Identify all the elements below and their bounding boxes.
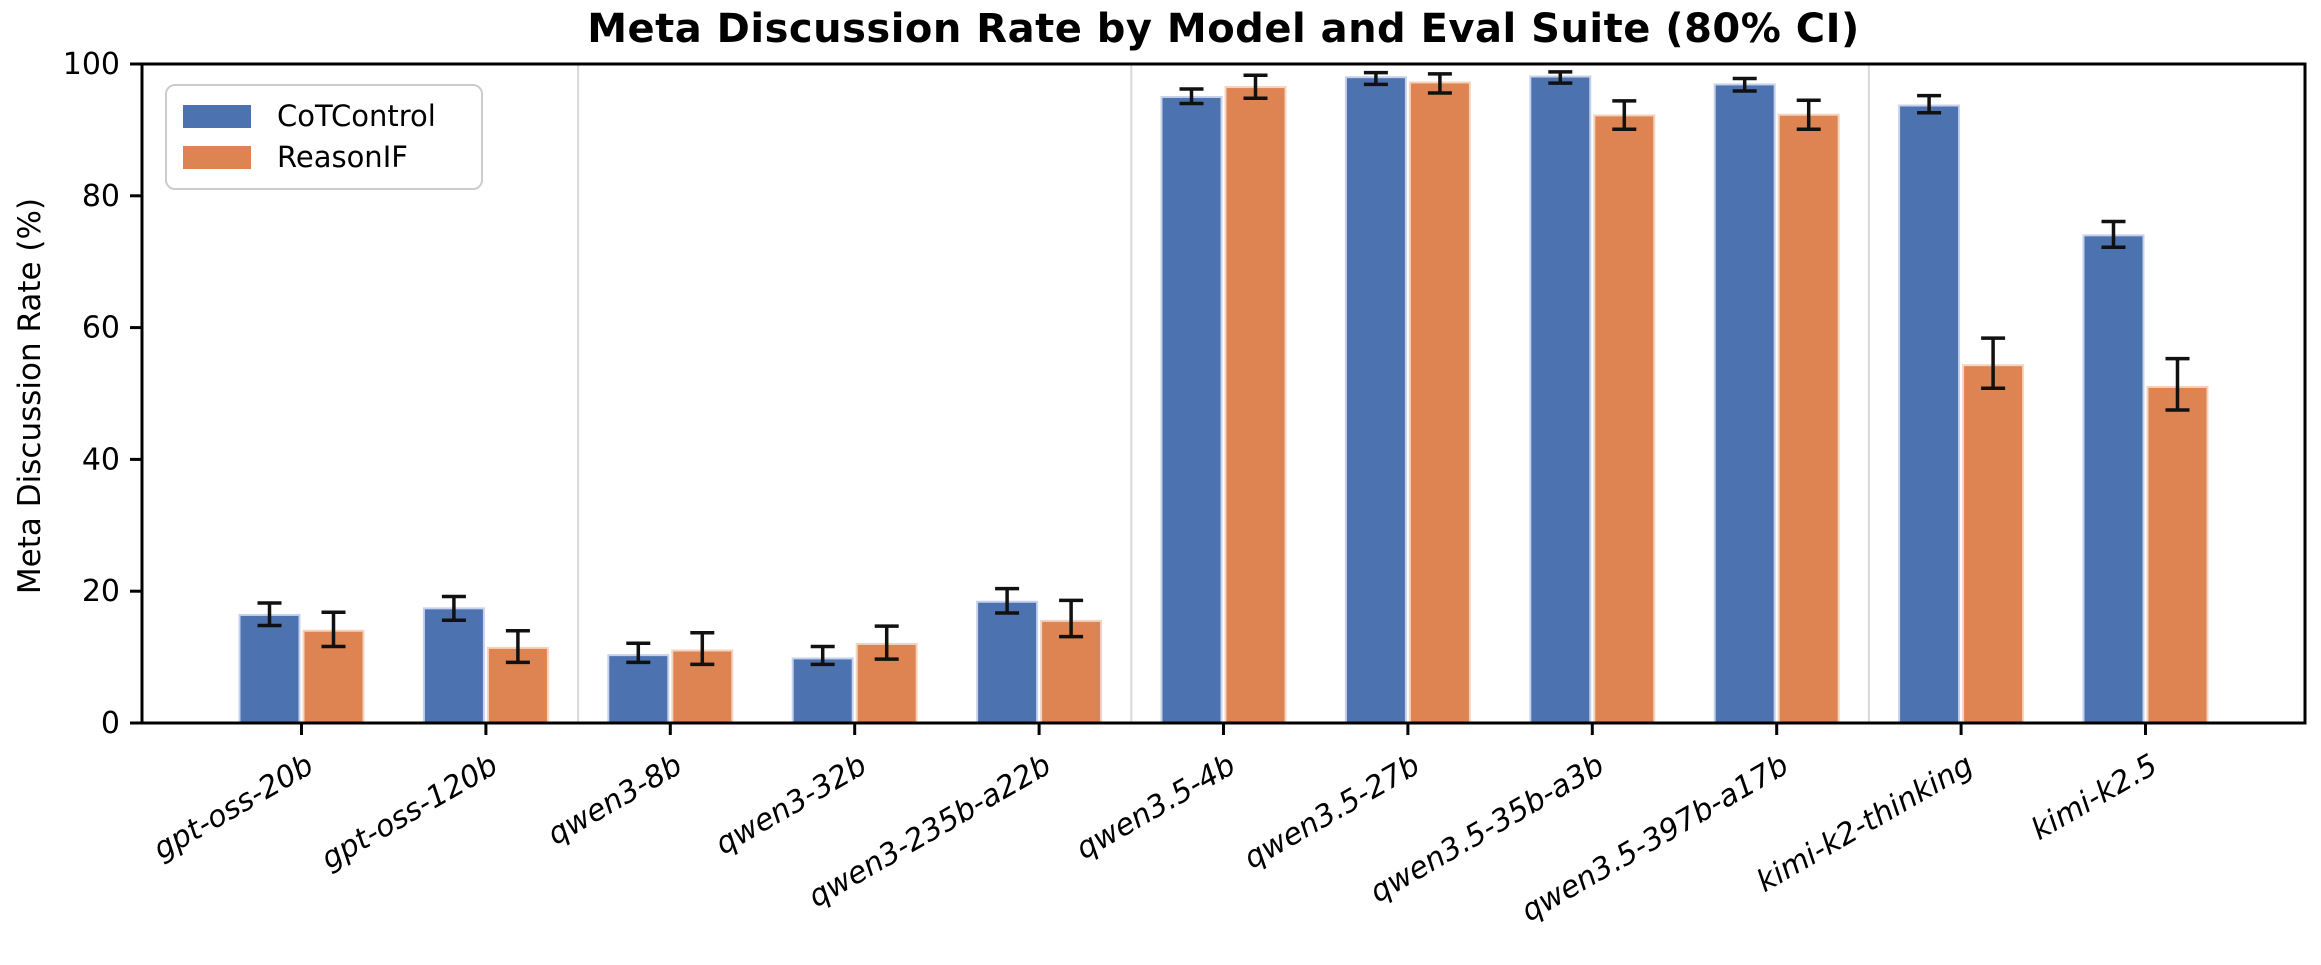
legend: CoTControl ReasonIF bbox=[165, 84, 483, 190]
bar-cotcontrol-qwen3-32b bbox=[791, 657, 854, 725]
y-tick-label-80: 80 bbox=[82, 179, 120, 214]
bar-cotcontrol-kimi-k2-thinking bbox=[1898, 104, 1961, 724]
legend-item-reasonif: ReasonIF bbox=[183, 143, 465, 172]
y-tick-label-40: 40 bbox=[82, 442, 120, 477]
bar-reasonif-qwen3.5-27b bbox=[1408, 81, 1471, 724]
y-tick-label-0: 0 bbox=[101, 706, 120, 741]
bar-reasonif-qwen3.5-35b-a3b bbox=[1593, 114, 1656, 725]
x-tick-label-qwen3-32b: qwen3-32b bbox=[710, 748, 873, 862]
bar-reasonif-qwen3.5-397b-a17b bbox=[1777, 113, 1840, 725]
bar-cotcontrol-qwen3.5-397b-a17b bbox=[1713, 83, 1776, 724]
bar-reasonif-kimi-k2-thinking bbox=[1962, 364, 2025, 724]
bar-cotcontrol-qwen3-8b bbox=[607, 654, 670, 724]
bar-cotcontrol-qwen3-235b-a22b bbox=[976, 600, 1039, 725]
bar-cotcontrol-gpt-oss-20b bbox=[238, 613, 301, 725]
bar-cotcontrol-qwen3.5-4b bbox=[1160, 95, 1223, 724]
bar-cotcontrol-gpt-oss-120b bbox=[422, 607, 485, 724]
chart-title: Meta Discussion Rate by Model and Eval S… bbox=[587, 6, 1860, 52]
bar-reasonif-qwen3.5-4b bbox=[1224, 86, 1287, 724]
legend-swatch-cotcontrol bbox=[183, 105, 251, 128]
y-tick-label-20: 20 bbox=[82, 574, 120, 609]
legend-label-reasonif: ReasonIF bbox=[277, 140, 408, 174]
y-tick-label-60: 60 bbox=[82, 311, 120, 346]
x-tick-label-gpt-oss-120b: gpt-oss-120b bbox=[315, 748, 503, 877]
bar-cotcontrol-kimi-k2.5 bbox=[2082, 234, 2145, 724]
bar-reasonif-kimi-k2.5 bbox=[2146, 385, 2209, 724]
x-tick-label-qwen3.5-4b: qwen3.5-4b bbox=[1070, 748, 1241, 867]
bar-cotcontrol-qwen3.5-27b bbox=[1344, 76, 1407, 725]
x-tick-label-qwen3.5-27b: qwen3.5-27b bbox=[1238, 748, 1426, 877]
legend-label-cotcontrol: CoTControl bbox=[277, 99, 436, 133]
x-tick-label-kimi-k2.5: kimi-k2.5 bbox=[2025, 748, 2163, 848]
legend-item-cotcontrol: CoTControl bbox=[183, 102, 465, 131]
y-tick-label-100: 100 bbox=[63, 47, 120, 82]
x-tick-label-qwen3-8b: qwen3-8b bbox=[542, 748, 689, 853]
bar-cotcontrol-qwen3.5-35b-a3b bbox=[1529, 75, 1592, 724]
x-tick-label-gpt-oss-20b: gpt-oss-20b bbox=[148, 748, 320, 867]
legend-swatch-reasonif bbox=[183, 146, 251, 169]
